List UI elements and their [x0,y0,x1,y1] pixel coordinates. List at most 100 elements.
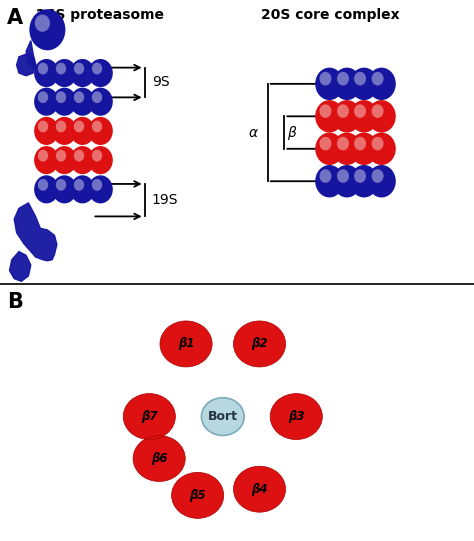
Circle shape [92,63,102,75]
Ellipse shape [233,466,285,512]
Circle shape [74,91,84,103]
Circle shape [88,59,113,87]
Text: β7: β7 [141,410,157,423]
Text: Bort: Bort [208,410,238,423]
Circle shape [74,63,84,75]
Circle shape [38,179,48,191]
Ellipse shape [123,394,175,439]
Circle shape [70,117,95,145]
Circle shape [354,72,366,85]
Circle shape [350,165,378,197]
Circle shape [372,137,383,150]
Circle shape [74,121,84,133]
Circle shape [372,72,383,85]
Circle shape [92,150,102,162]
Circle shape [56,121,66,133]
Ellipse shape [233,321,285,367]
Circle shape [350,133,378,165]
Circle shape [52,117,77,145]
Circle shape [92,121,102,133]
Text: 9S: 9S [152,75,169,89]
Circle shape [319,169,331,183]
Text: β3: β3 [288,410,304,423]
Circle shape [92,179,102,191]
Circle shape [337,104,349,118]
Text: 19S: 19S [152,193,178,207]
Circle shape [70,59,95,87]
Text: β2: β2 [251,338,268,351]
Circle shape [56,63,66,75]
Polygon shape [17,54,36,76]
Circle shape [70,88,95,116]
Text: β5: β5 [190,489,206,502]
Circle shape [337,72,349,85]
Circle shape [333,133,361,165]
Circle shape [92,91,102,103]
Circle shape [354,137,366,150]
Circle shape [56,150,66,162]
Circle shape [350,68,378,100]
Ellipse shape [160,321,212,367]
Circle shape [70,146,95,174]
Text: β4: β4 [251,483,268,496]
Polygon shape [9,252,31,281]
Text: β1: β1 [178,338,194,351]
Circle shape [350,100,378,133]
Ellipse shape [270,394,322,439]
Circle shape [315,165,344,197]
Circle shape [367,133,396,165]
Circle shape [337,169,349,183]
Text: A: A [7,8,23,28]
Circle shape [52,175,77,203]
Circle shape [74,179,84,191]
Circle shape [56,179,66,191]
Circle shape [34,146,59,174]
Text: 20S core complex: 20S core complex [261,8,399,22]
Circle shape [372,169,383,183]
Polygon shape [26,41,76,82]
Circle shape [319,104,331,118]
Circle shape [88,88,113,116]
Text: β: β [287,126,296,140]
Circle shape [333,165,361,197]
Text: 26S proteasome: 26S proteasome [36,8,164,22]
Ellipse shape [201,398,244,436]
Circle shape [372,104,383,118]
Circle shape [29,9,65,50]
Circle shape [319,72,331,85]
Circle shape [315,68,344,100]
Circle shape [88,175,113,203]
Circle shape [333,100,361,133]
Text: B: B [7,292,23,312]
Circle shape [367,165,396,197]
Circle shape [88,117,113,145]
Circle shape [319,137,331,150]
Circle shape [74,150,84,162]
Polygon shape [14,203,57,261]
Circle shape [35,15,50,32]
Circle shape [367,68,396,100]
Circle shape [34,88,59,116]
Circle shape [38,150,48,162]
Text: α: α [248,126,257,140]
Circle shape [315,133,344,165]
Circle shape [315,100,344,133]
Circle shape [354,104,366,118]
Circle shape [337,137,349,150]
Circle shape [88,146,113,174]
Circle shape [38,91,48,103]
Circle shape [38,121,48,133]
Circle shape [34,59,59,87]
Circle shape [38,63,48,75]
Circle shape [56,91,66,103]
Ellipse shape [172,472,224,518]
Text: β6: β6 [151,452,167,465]
Circle shape [34,117,59,145]
Circle shape [367,100,396,133]
Circle shape [333,68,361,100]
Circle shape [34,175,59,203]
Circle shape [52,88,77,116]
Circle shape [52,146,77,174]
Ellipse shape [133,436,185,481]
Circle shape [70,175,95,203]
